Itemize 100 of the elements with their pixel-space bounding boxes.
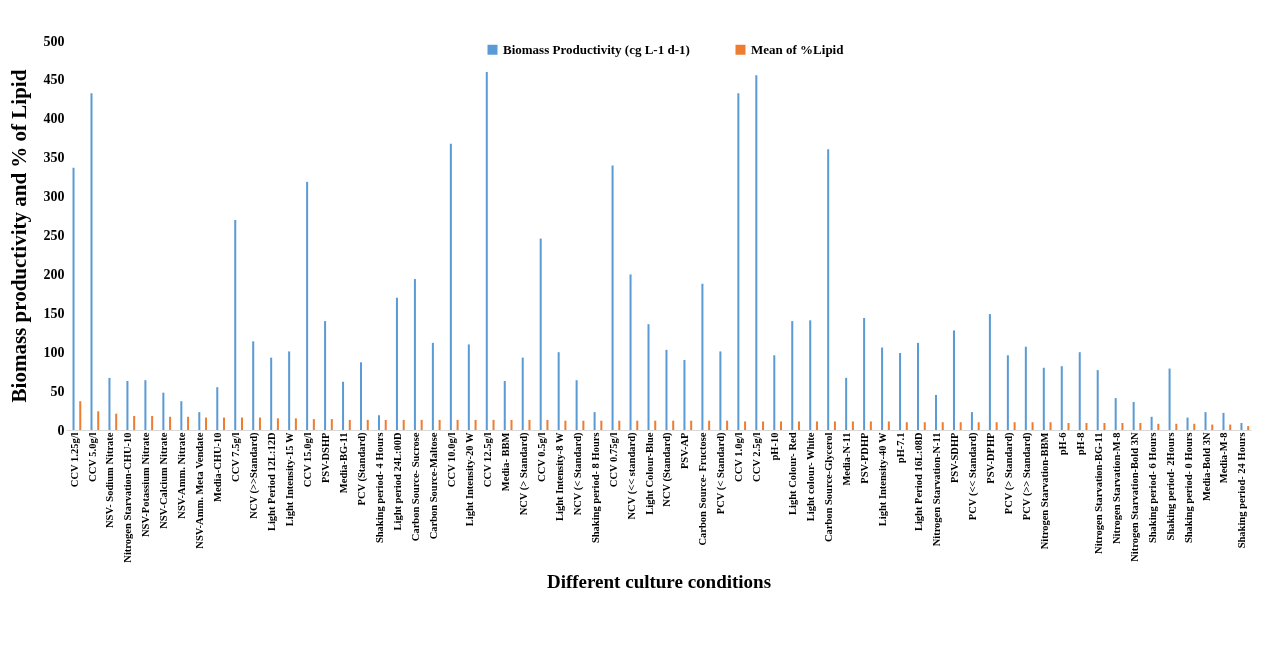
bar <box>1006 355 1009 430</box>
bar <box>809 320 812 430</box>
y-tick-label: 350 <box>43 150 65 166</box>
bar <box>845 377 848 430</box>
bar <box>791 321 794 430</box>
x-tick-label: PSV-SDHP <box>948 431 960 484</box>
x-tick-label: Carbon Source-Maltose <box>427 432 439 540</box>
x-tick-label: pH-7.1 <box>895 432 907 464</box>
bar <box>510 419 513 430</box>
bar <box>115 413 118 430</box>
x-tick-label: CCV 12.5g/l <box>481 432 493 488</box>
y-tick-label: 250 <box>43 228 65 243</box>
y-tick-label: 150 <box>43 305 65 321</box>
bar <box>923 422 926 430</box>
bar <box>1211 424 1214 430</box>
bar <box>780 421 783 430</box>
bar <box>952 330 955 430</box>
bar <box>1193 423 1196 430</box>
bar <box>539 238 542 430</box>
bar <box>881 347 884 430</box>
bar <box>1096 370 1099 430</box>
bar <box>827 149 830 430</box>
bar <box>762 421 765 430</box>
bar <box>252 341 255 430</box>
bar <box>240 417 243 430</box>
bar <box>1042 367 1045 430</box>
legend-label: Mean of %Lipid <box>751 41 845 57</box>
x-tick-label: NCV (Standard) <box>661 432 674 507</box>
x-tick-label: Light colour- White <box>805 432 817 522</box>
x-tick-label: NSV-Amm. Meta Vendate <box>194 432 206 549</box>
bar <box>744 421 747 430</box>
bar <box>294 418 297 430</box>
x-tick-label: CCV 5.0g/l <box>86 432 98 482</box>
x-tick-label: Light period 24L:00D <box>391 432 403 531</box>
bar <box>905 422 908 430</box>
x-tick-label: PSV-PDHP <box>859 431 871 484</box>
bar <box>1132 401 1135 430</box>
x-tick-label: Nitrogen Starvation-BG-11 <box>1092 432 1104 554</box>
bar <box>1204 412 1207 430</box>
bar <box>934 394 938 430</box>
bar <box>384 419 387 430</box>
bar <box>690 420 693 430</box>
x-tick-label: PCV (>> Standard) <box>1020 432 1033 521</box>
bar <box>557 352 560 430</box>
x-tick-label: Carbon Source- Fructose <box>697 432 709 546</box>
bar <box>438 419 441 430</box>
x-tick-label: CCV 1.0g/l <box>733 432 745 482</box>
bar <box>672 420 675 430</box>
x-tick-label: Shaking period- 8 Hours <box>589 432 601 544</box>
x-tick-label: Light Intensity-15 W <box>284 432 296 527</box>
bar <box>887 421 890 430</box>
bar <box>413 279 416 430</box>
bar <box>431 342 434 430</box>
x-tick-label: pH-6 <box>1056 432 1068 456</box>
bar <box>701 283 704 430</box>
bar <box>941 422 944 430</box>
x-tick-label: Light Colour- Red <box>787 432 799 515</box>
bar <box>1013 422 1016 430</box>
y-tick-label: 200 <box>43 266 65 282</box>
bar <box>180 401 183 430</box>
x-tick-label: Light Intensity-40 W <box>877 432 889 527</box>
x-tick-label: PSV-AP <box>679 431 691 470</box>
x-tick-label: NSV-Potassium Nitrate <box>140 432 152 537</box>
bar <box>647 324 650 430</box>
x-tick-label: NCV (<< standard) <box>625 432 638 520</box>
x-tick-label: Light Period 16L:08D <box>913 432 925 532</box>
bar <box>1114 398 1117 430</box>
bar <box>683 359 686 430</box>
x-tick-label: CCV 0.75g/l <box>607 432 619 488</box>
x-tick-label: NSV-Amm. Nitrate <box>176 432 188 519</box>
x-tick-label: Shaking period- 6 Hours <box>1146 432 1158 544</box>
bar <box>360 362 363 430</box>
x-tick-label: Carbon Source- Sucrose <box>409 432 421 542</box>
bar <box>108 377 111 430</box>
x-tick-label: Media-Bold 3N <box>1200 432 1212 502</box>
x-tick-label: CCV 0.5g/l <box>535 432 547 482</box>
x-tick-label: Nitrogen Starvation-M-8 <box>1110 432 1122 544</box>
bar <box>133 416 136 430</box>
bar <box>342 381 345 430</box>
bar <box>449 143 452 430</box>
x-tick-label: PSV-DPHP <box>984 431 996 484</box>
bar <box>169 416 172 430</box>
x-tick-label: NSV-Calcium Nitrate <box>158 432 170 529</box>
bar <box>126 380 129 430</box>
bar <box>797 421 800 430</box>
bar <box>600 420 603 430</box>
bar <box>366 419 369 430</box>
bar <box>988 314 991 430</box>
y-tick-label: 500 <box>43 33 65 49</box>
bar <box>1175 423 1178 430</box>
bar <box>72 167 75 430</box>
bar <box>737 93 740 430</box>
x-tick-label: NCV (> Standard) <box>517 432 530 516</box>
bar <box>1049 422 1052 430</box>
bar <box>503 380 506 430</box>
x-tick-label: CCV 1.25g/l <box>68 432 80 488</box>
bar <box>521 357 524 430</box>
bar <box>1222 412 1225 430</box>
x-tick-label: Media-M-8 <box>1218 432 1230 484</box>
bar <box>1060 366 1063 430</box>
